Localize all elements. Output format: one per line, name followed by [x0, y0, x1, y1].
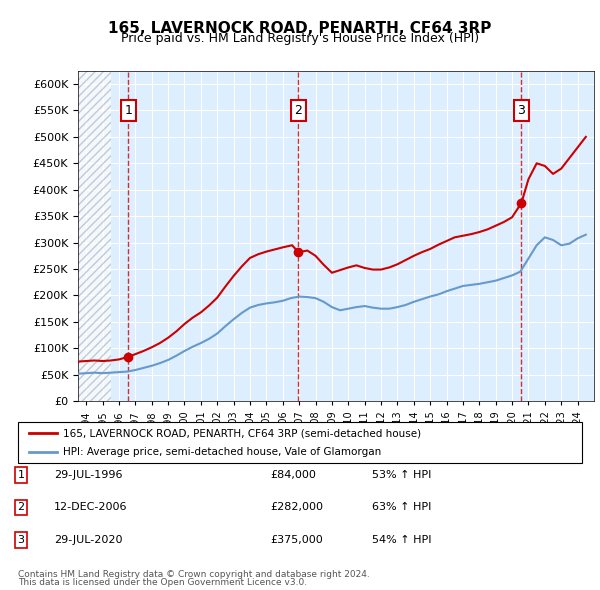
- Text: 29-JUL-2020: 29-JUL-2020: [54, 535, 122, 545]
- Text: This data is licensed under the Open Government Licence v3.0.: This data is licensed under the Open Gov…: [18, 578, 307, 587]
- Text: Contains HM Land Registry data © Crown copyright and database right 2024.: Contains HM Land Registry data © Crown c…: [18, 571, 370, 579]
- Text: 2: 2: [295, 104, 302, 117]
- Text: 1: 1: [124, 104, 132, 117]
- Text: HPI: Average price, semi-detached house, Vale of Glamorgan: HPI: Average price, semi-detached house,…: [63, 447, 382, 457]
- Text: 63% ↑ HPI: 63% ↑ HPI: [372, 503, 431, 512]
- Text: 165, LAVERNOCK ROAD, PENARTH, CF64 3RP: 165, LAVERNOCK ROAD, PENARTH, CF64 3RP: [109, 21, 491, 35]
- Text: £84,000: £84,000: [270, 470, 316, 480]
- FancyBboxPatch shape: [18, 422, 582, 463]
- Text: 2: 2: [17, 503, 25, 512]
- Text: 1: 1: [17, 470, 25, 480]
- Text: 29-JUL-1996: 29-JUL-1996: [54, 470, 122, 480]
- Text: £375,000: £375,000: [270, 535, 323, 545]
- Text: £282,000: £282,000: [270, 503, 323, 512]
- Text: 3: 3: [517, 104, 526, 117]
- Text: 165, LAVERNOCK ROAD, PENARTH, CF64 3RP (semi-detached house): 165, LAVERNOCK ROAD, PENARTH, CF64 3RP (…: [63, 428, 421, 438]
- Text: 12-DEC-2006: 12-DEC-2006: [54, 503, 128, 512]
- Text: Price paid vs. HM Land Registry's House Price Index (HPI): Price paid vs. HM Land Registry's House …: [121, 32, 479, 45]
- Text: 53% ↑ HPI: 53% ↑ HPI: [372, 470, 431, 480]
- Text: 54% ↑ HPI: 54% ↑ HPI: [372, 535, 431, 545]
- Text: 3: 3: [17, 535, 25, 545]
